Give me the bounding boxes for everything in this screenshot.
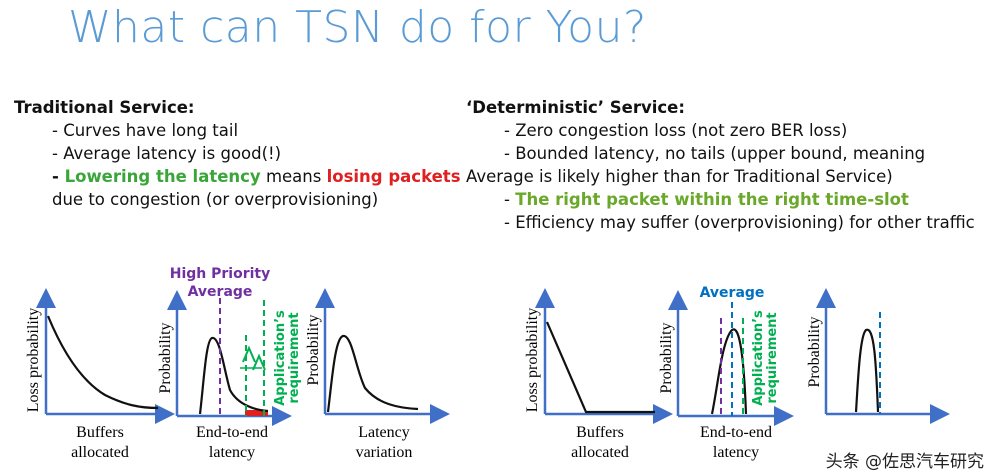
y-label: Loss probability	[524, 308, 541, 412]
x-label-1: End-to-end	[700, 424, 772, 441]
latency-curve	[710, 328, 748, 415]
variation-curve	[326, 334, 419, 413]
dash: -	[52, 167, 65, 186]
average-label: Average	[700, 285, 765, 301]
variation-curve	[854, 328, 880, 413]
hp-label-1: High Priority	[170, 266, 270, 282]
traditional-service-column: Traditional Service: - Curves have long …	[14, 96, 461, 211]
x-label-2: allocated	[571, 444, 629, 461]
watermark: 头条 @佐思汽车研究	[825, 452, 984, 472]
y-label: Probability	[305, 314, 322, 385]
left-loss-graph: Loss probability Buffers allocated	[25, 288, 175, 461]
x-label-1: Latency	[358, 424, 410, 441]
deterministic-point-1: - Zero congestion loss (not zero BER los…	[504, 121, 848, 140]
means-text: means	[260, 167, 327, 186]
loss-curve	[545, 321, 655, 414]
hp-label-2: Average	[188, 284, 253, 300]
deterministic-point-3: - The right packet within the right time…	[466, 188, 975, 211]
traditional-point-1: - Curves have long tail	[52, 121, 239, 140]
traditional-point-2: - Average latency is good(!)	[52, 144, 282, 163]
dash: -	[504, 190, 516, 209]
deterministic-point-2-cont: Average is likely higher than for Tradit…	[466, 167, 893, 186]
x-label-2: latency	[713, 444, 759, 461]
x-label-2: latency	[209, 444, 255, 461]
x-label-1: Buffers	[76, 424, 124, 441]
traditional-heading: Traditional Service:	[14, 98, 195, 117]
deterministic-service-column: ‘Deterministic’ Service: - Zero congesti…	[466, 96, 975, 234]
shift-arrows	[242, 345, 266, 371]
y-label: Probability	[806, 316, 823, 387]
y-label: Probability	[658, 322, 675, 393]
lowering-latency-text: Lowering the latency	[64, 167, 261, 186]
loss-curve	[46, 315, 159, 410]
right-loss-graph: Loss probability Buffers allocated	[524, 288, 673, 461]
right-packet-text: The right packet within the right time-s…	[515, 190, 909, 209]
app-label-1: Application’s	[751, 310, 766, 406]
slide-title: What can TSN do for You?	[68, 2, 647, 53]
y-label: Probability	[157, 322, 174, 393]
x-label-2: variation	[356, 444, 413, 461]
y-label: Loss probability	[25, 308, 42, 412]
right-latency-graph: Average Application’s requirement Probab…	[658, 285, 794, 461]
loss-area	[245, 410, 268, 416]
left-latency-graph: High Priority Average Application’s requ…	[157, 266, 302, 461]
app-label-1: Application’s	[273, 310, 288, 406]
losing-packets-text: losing packets	[326, 167, 461, 186]
app-label-2: requirement	[287, 312, 302, 403]
x-label-1: Buffers	[576, 424, 624, 441]
deterministic-point-4: - Efficiency may suffer (overprovisionin…	[504, 213, 975, 232]
right-variation-graph: Probability	[806, 288, 950, 424]
deterministic-heading: ‘Deterministic’ Service:	[466, 98, 685, 117]
x-label-2: allocated	[71, 444, 129, 461]
traditional-point-3-cont: due to congestion (or overprovisioning)	[52, 190, 379, 209]
left-variation-graph: Probability Latency variation	[305, 288, 450, 461]
traditional-point-3: - Lowering the latency means losing pack…	[14, 165, 461, 188]
latency-curve	[198, 336, 269, 415]
x-label-1: End-to-end	[196, 424, 268, 441]
deterministic-point-2: - Bounded latency, no tails (upper bound…	[504, 144, 926, 163]
app-label-2: requirement	[765, 312, 780, 403]
